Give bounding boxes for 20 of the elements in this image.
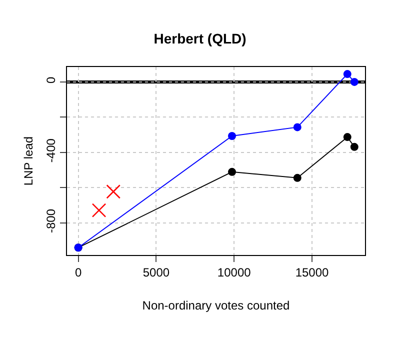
point (350, 142, 358, 151)
x-axis-title: Non-ordinary votes counted (142, 298, 290, 312)
x-tick-label: 5000 (142, 265, 170, 280)
y-tick-label: -800 (44, 208, 58, 234)
point (106, 184, 121, 199)
y-axis-title: LNP lead (22, 136, 36, 186)
point (228, 168, 236, 176)
x-tick-label: 15000 (295, 265, 330, 280)
x-tick-label: 10000 (217, 265, 252, 280)
x-tick-label: 0 (74, 265, 82, 280)
point (343, 70, 352, 78)
point (92, 203, 106, 218)
point (293, 174, 302, 182)
y-tick-label: 0 (44, 76, 58, 84)
point (228, 132, 236, 140)
point (350, 78, 358, 86)
point (293, 123, 302, 132)
chart-title: Herbert (QLD) (154, 30, 246, 47)
y-tick-label: -400 (44, 138, 58, 163)
point (343, 133, 352, 142)
